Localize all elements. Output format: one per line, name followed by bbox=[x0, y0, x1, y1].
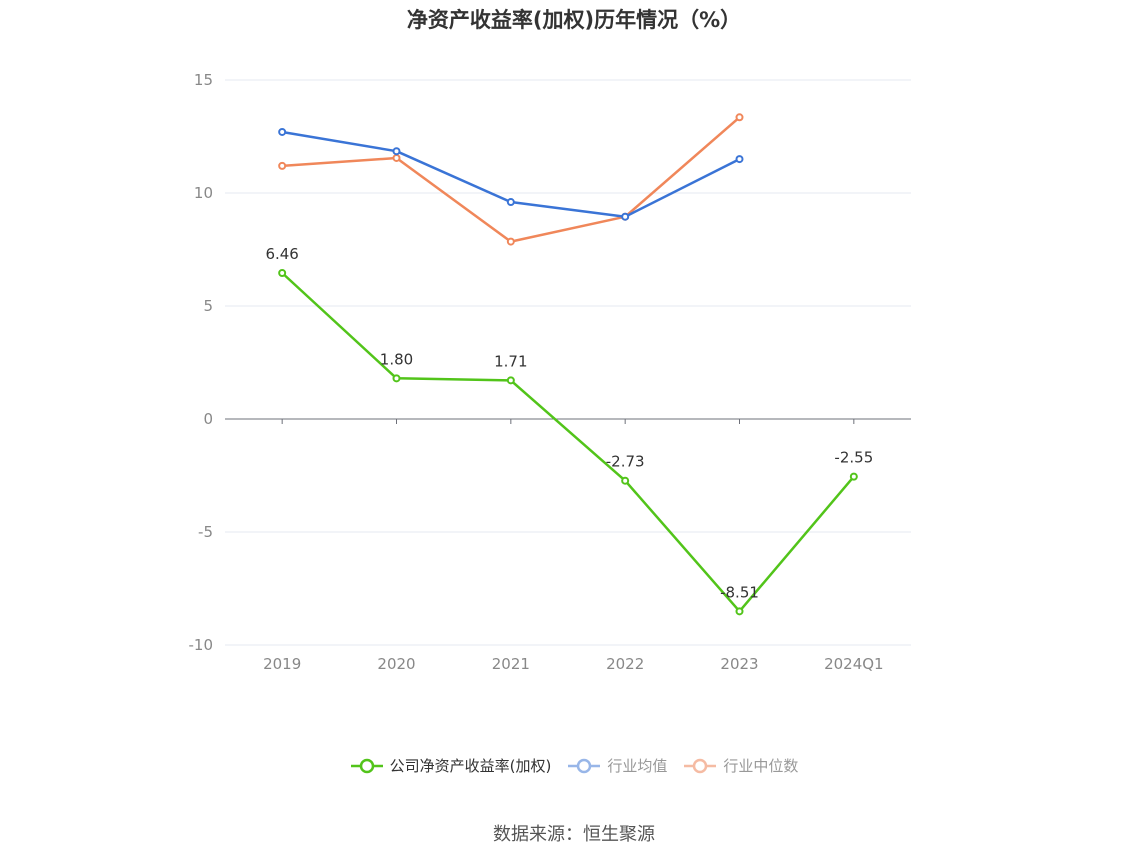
y-tick-label: 0 bbox=[203, 410, 213, 428]
data-point bbox=[621, 212, 630, 221]
y-tick-label: -5 bbox=[198, 523, 213, 541]
data-point bbox=[506, 376, 515, 385]
data-label: 1.71 bbox=[494, 352, 527, 370]
y-tick-label: 10 bbox=[194, 184, 213, 202]
legend-line-circle-icon bbox=[350, 758, 383, 773]
data-point bbox=[278, 161, 287, 170]
data-label: -8.51 bbox=[720, 583, 759, 601]
data-point bbox=[392, 153, 401, 162]
data-point bbox=[278, 269, 287, 278]
data-label: -2.73 bbox=[606, 453, 645, 471]
legend-item-1[interactable]: 行业均值 bbox=[567, 755, 667, 776]
y-tick-label: 15 bbox=[194, 71, 213, 89]
data-point bbox=[735, 607, 744, 616]
legend-label: 公司净资产收益率(加权) bbox=[389, 757, 552, 775]
chart-title: 净资产收益率(加权)历年情况（%） bbox=[406, 8, 742, 32]
x-tick-label: 2022 bbox=[606, 655, 644, 673]
data-source: 数据来源：恒生聚源 bbox=[493, 824, 655, 845]
legend-item-2[interactable]: 行业中位数 bbox=[683, 755, 798, 776]
y-tick-label: 5 bbox=[203, 297, 213, 315]
data-point bbox=[506, 237, 515, 246]
x-tick-label: 2020 bbox=[377, 655, 415, 673]
x-tick-label: 2021 bbox=[492, 655, 530, 673]
series-line-2 bbox=[282, 116, 741, 243]
x-tick-label: 2019 bbox=[263, 655, 301, 673]
y-tick-label: -10 bbox=[189, 636, 214, 654]
data-label: 1.80 bbox=[380, 350, 413, 368]
legend-item-0[interactable]: 公司净资产收益率(加权) bbox=[350, 755, 552, 776]
data-label: -2.55 bbox=[834, 449, 873, 467]
data-point bbox=[735, 155, 744, 164]
x-tick-label: 2023 bbox=[720, 655, 758, 673]
legend: 公司净资产收益率(加权) 行业均值 行业中位数 bbox=[0, 755, 1148, 776]
data-point bbox=[278, 127, 287, 136]
legend-label: 行业均值 bbox=[607, 757, 668, 775]
data-label-layer: 6.46 1.80 1.71 -2.73 -8.51 -2.55 bbox=[265, 245, 873, 601]
data-point bbox=[392, 147, 401, 156]
legend-line-circle-icon bbox=[684, 758, 717, 773]
axis-layer: 15 10 5 0 -5 -10 2019 2020 2021 2022 2023 2024Q1 bbox=[189, 71, 911, 673]
data-point bbox=[392, 374, 401, 383]
data-point bbox=[506, 198, 515, 207]
data-point bbox=[849, 472, 858, 481]
data-point bbox=[621, 476, 630, 485]
legend-label: 行业中位数 bbox=[723, 757, 799, 775]
series-line-0 bbox=[281, 272, 855, 613]
x-tick-label: 2024Q1 bbox=[824, 655, 884, 673]
grid-layer bbox=[225, 79, 911, 646]
data-point bbox=[735, 113, 744, 122]
legend-line-circle-icon bbox=[568, 758, 601, 773]
data-label: 6.46 bbox=[265, 245, 298, 263]
series-layer bbox=[278, 113, 858, 616]
